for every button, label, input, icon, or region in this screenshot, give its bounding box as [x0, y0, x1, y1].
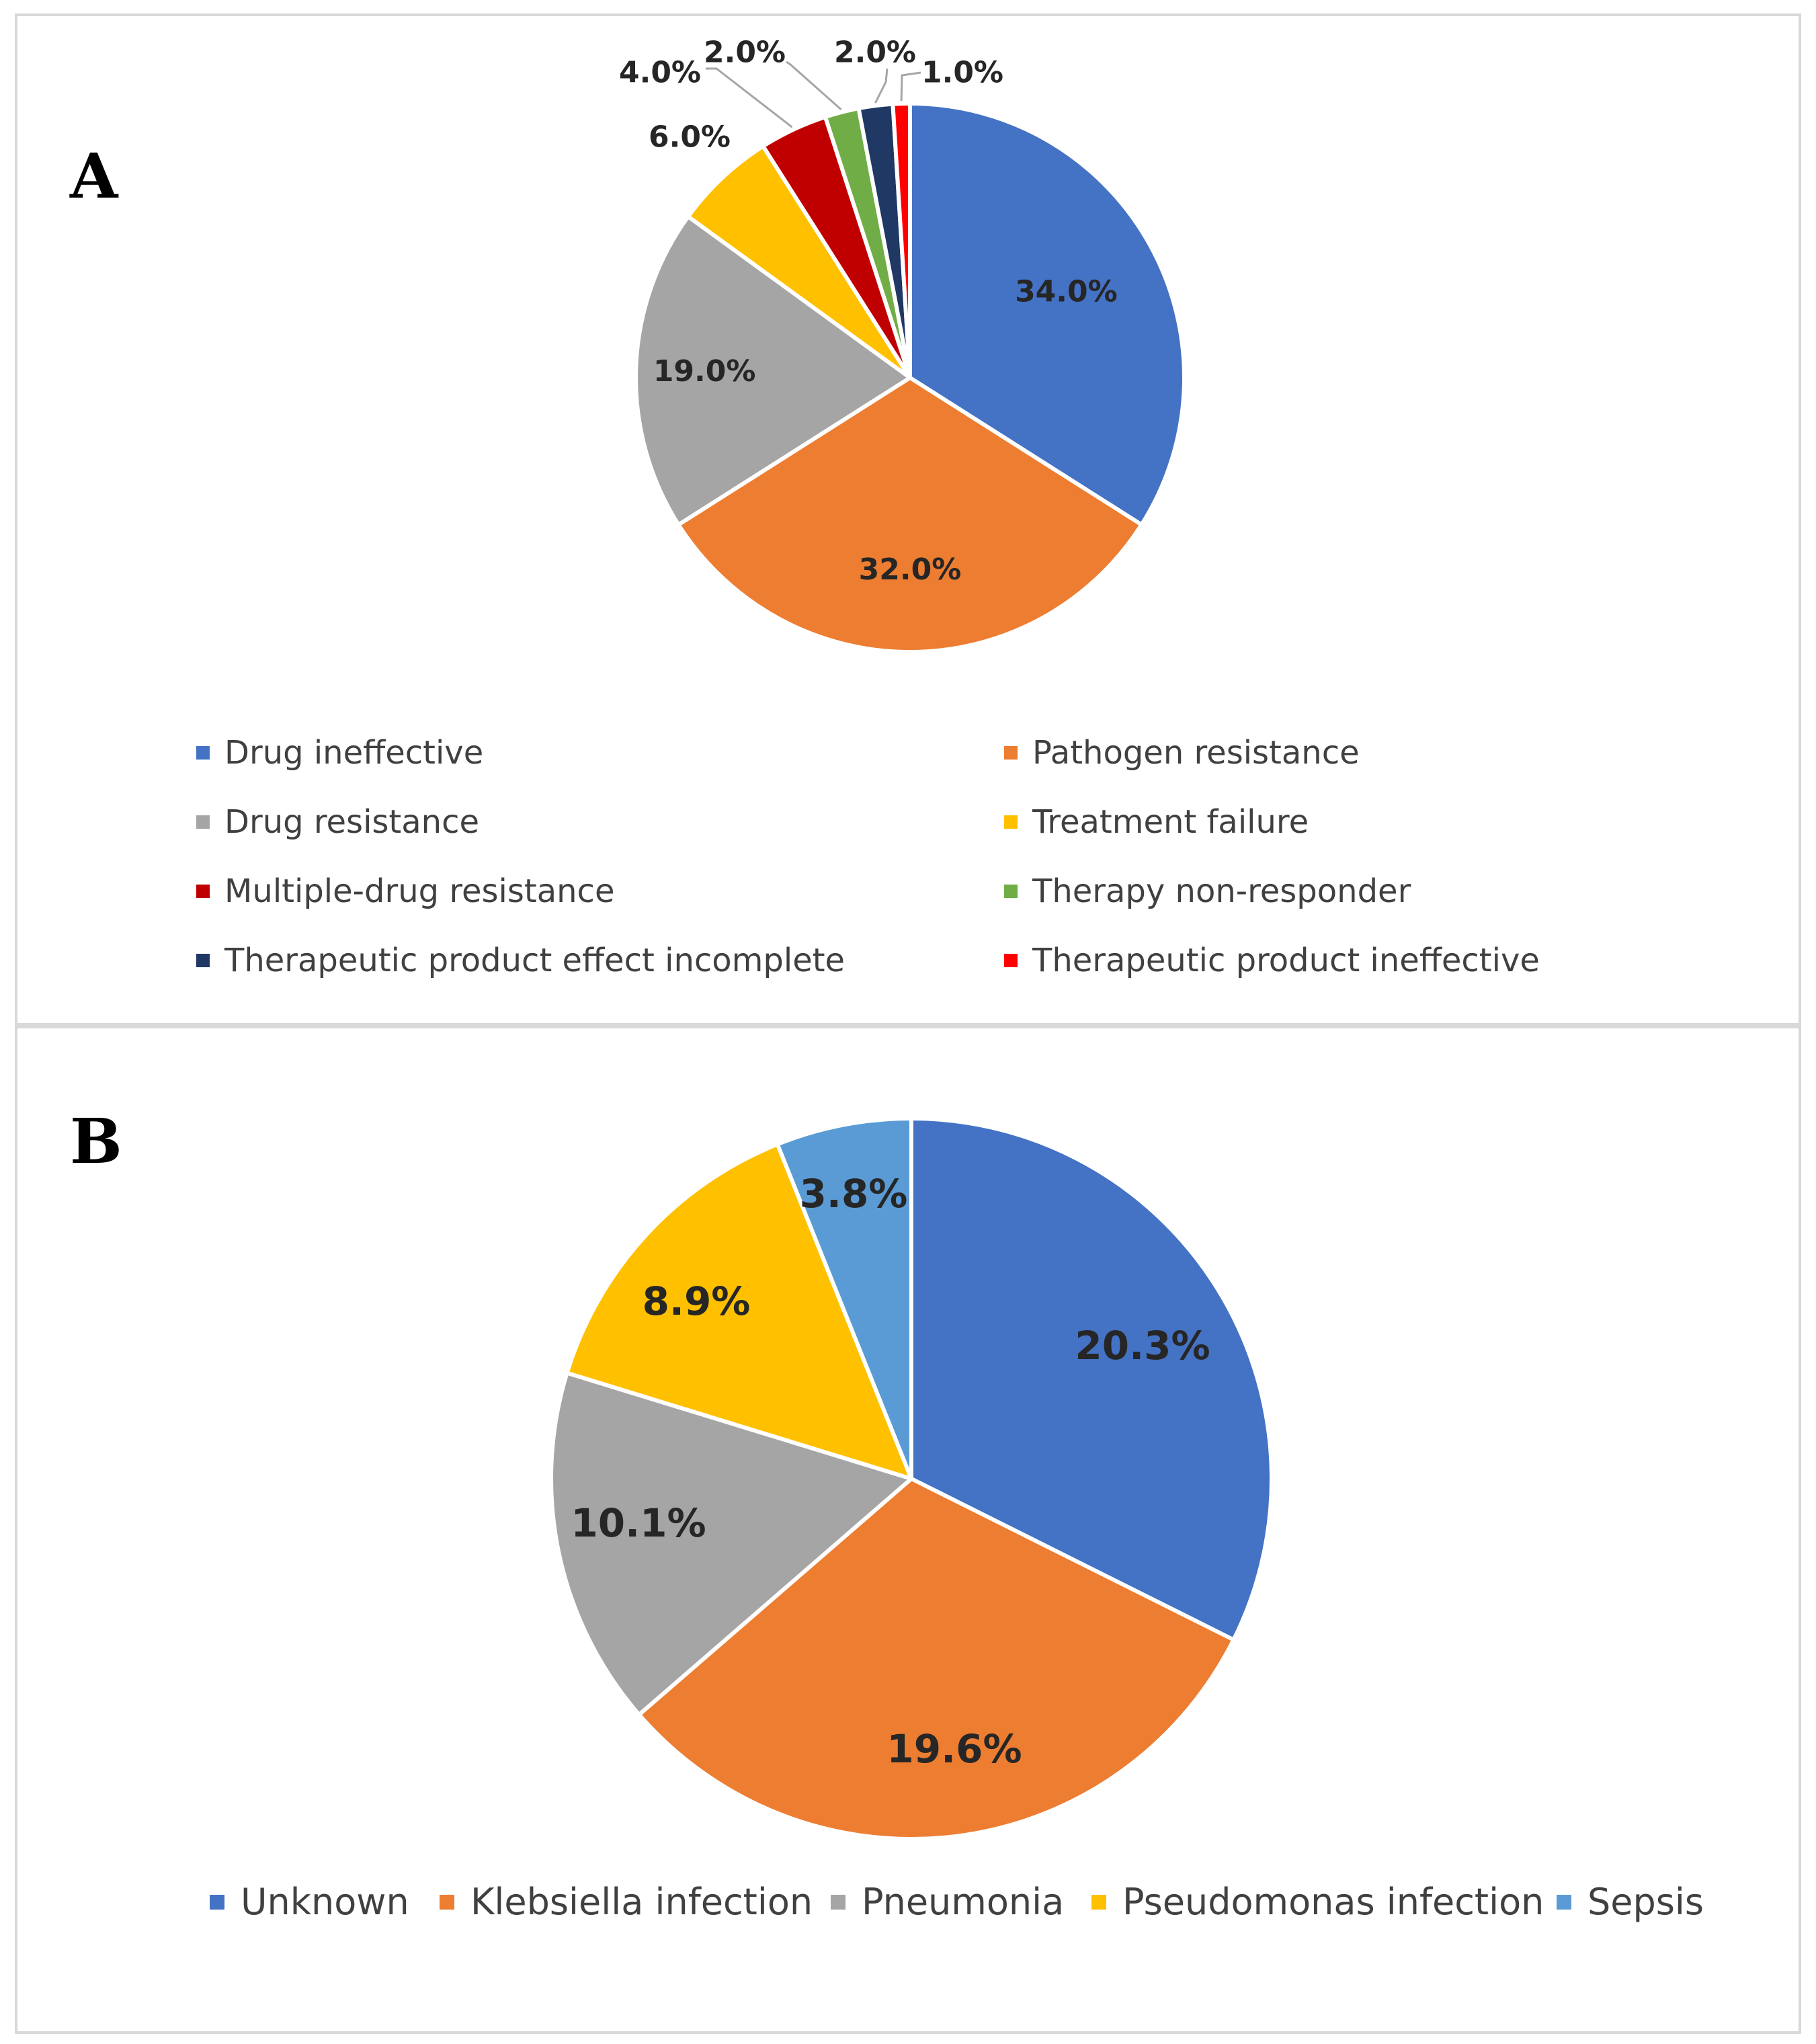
pie-b-slice-1 — [636, 1477, 1236, 1841]
panel-b-letter: B — [70, 1105, 122, 1178]
legend-b-item-2: Pneumonia — [831, 1881, 1064, 1923]
legend-a-label-1: Pathogen resistance — [1032, 734, 1360, 772]
legend-b-label-2: Pneumonia — [862, 1881, 1065, 1923]
legend-a-swatch-1 — [1004, 746, 1018, 760]
pie-a-data-label-5: 2.0% — [704, 36, 786, 70]
legend-b-swatch-0 — [210, 1894, 224, 1910]
pie-b-data-label-4: 3.8% — [800, 1171, 908, 1217]
legend-a-label-7: Therapeutic product ineffective — [1032, 942, 1540, 979]
pie-a-data-label-1: 32.0% — [859, 553, 962, 587]
legend-a-swatch-3 — [1004, 815, 1018, 829]
legend-b-swatch-4 — [1557, 1894, 1571, 1910]
legend-b-item-1: Klebsiella infection — [440, 1881, 813, 1923]
pie-a-leader-line-6 — [874, 68, 889, 104]
pie-b-slice-0 — [909, 1116, 1274, 1642]
pie-b-slice-3 — [565, 1142, 913, 1481]
legend-a-swatch-7 — [1004, 954, 1018, 967]
pie-b-data-label-3: 8.9% — [643, 1278, 751, 1324]
legend-a-swatch-2 — [196, 815, 210, 829]
legend-b-swatch-1 — [440, 1894, 454, 1910]
legend-a-item-7: Therapeutic product ineffective — [1004, 942, 1540, 979]
pie-a-leader-line-5 — [786, 60, 842, 111]
legend-b-label-0: Unknown — [241, 1881, 409, 1923]
pie-a-data-label-7: 1.0% — [921, 56, 1003, 90]
legend-a-swatch-6 — [196, 954, 210, 967]
legend-b-label-3: Pseudomonas infection — [1122, 1881, 1544, 1923]
legend-a-swatch-4 — [196, 885, 210, 898]
legend-a-item-5: Therapy non-responder — [1004, 872, 1411, 910]
legend-a-swatch-0 — [196, 746, 210, 760]
pie-a-leader-line-7 — [900, 71, 921, 101]
legend-b-item-4: Sepsis — [1557, 1881, 1704, 1923]
pie-a-slice-1 — [676, 376, 1144, 654]
pie-b-data-label-1: 19.6% — [886, 1726, 1022, 1772]
pie-a-data-label-2: 19.0% — [653, 354, 756, 389]
legend-a-label-5: Therapy non-responder — [1032, 872, 1411, 910]
pie-b-slice-2 — [549, 1371, 913, 1717]
legend-a-item-2: Drug resistance — [196, 803, 479, 841]
pie-a-data-label-6: 2.0% — [834, 36, 916, 70]
legend-b-item-3: Pseudomonas infection — [1091, 1881, 1544, 1923]
legend-a-item-1: Pathogen resistance — [1004, 734, 1360, 772]
pie-b-data-label-2: 10.1% — [571, 1500, 706, 1546]
legend-a-label-2: Drug resistance — [224, 803, 479, 841]
pie-a-slice-2 — [634, 214, 912, 527]
legend-b-label-1: Klebsiella infection — [470, 1881, 813, 1923]
pie-a-leader-line-4 — [706, 67, 793, 128]
legend-b-label-4: Sepsis — [1587, 1881, 1704, 1923]
legend-b-swatch-3 — [1091, 1894, 1106, 1910]
legend-b-swatch-2 — [831, 1894, 845, 1910]
legend-a-label-4: Multiple-drug resistance — [224, 872, 615, 910]
pie-b-slice-4 — [775, 1116, 913, 1481]
legend-a-label-3: Treatment failure — [1032, 803, 1309, 841]
pie-a-slice-3 — [686, 144, 912, 380]
legend-a-label-0: Drug ineffective — [224, 734, 484, 772]
pie-a-slice-7 — [891, 101, 912, 380]
pie-b-data-label-0: 20.3% — [1075, 1323, 1210, 1368]
legend-a-item-4: Multiple-drug resistance — [196, 872, 614, 910]
legend-b-item-0: Unknown — [210, 1881, 409, 1923]
pie-a-data-label-0: 34.0% — [1015, 275, 1118, 309]
pie-a-data-label-3: 6.0% — [649, 120, 731, 155]
pie-a-data-label-4: 4.0% — [619, 56, 701, 90]
legend-a-item-0: Drug ineffective — [196, 734, 483, 772]
legend-a-item-3: Treatment failure — [1004, 803, 1309, 841]
panel-a-letter: A — [70, 140, 118, 212]
legend-a-item-6: Therapeutic product effect incomplete — [196, 942, 845, 979]
legend-a-swatch-5 — [1004, 885, 1018, 898]
legend-a-label-6: Therapeutic product effect incomplete — [224, 942, 845, 979]
